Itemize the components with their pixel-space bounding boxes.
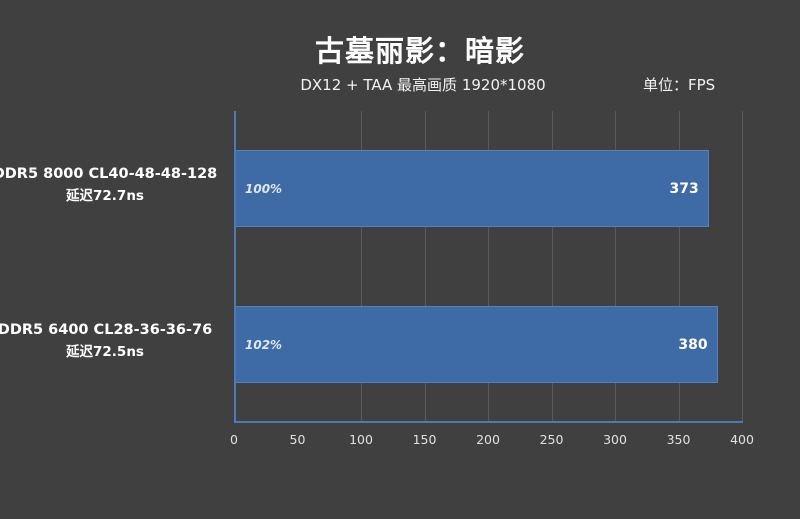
x-tick-label: 100 — [349, 432, 373, 447]
category-latency: 延迟72.7ns — [66, 188, 144, 204]
category-latency: 延迟72.5ns — [66, 344, 144, 360]
bar-ddr5-8000: 100% 373 — [235, 150, 709, 227]
bar-value-label: 380 — [678, 336, 708, 353]
x-tick-label: 350 — [666, 432, 691, 447]
bar-value-label: 373 — [669, 180, 699, 197]
gridline — [424, 111, 426, 422]
category-label-0: DDR5 8000 CL40-48-48-128 延迟72.7ns — [0, 163, 220, 207]
x-tick-label: 150 — [412, 432, 437, 447]
x-tick-label: 300 — [603, 432, 627, 447]
gridline — [742, 111, 743, 422]
chart-subtitle: DX12 + TAA 最高画质 1920*1080 — [300, 76, 546, 94]
unit-label: 单位：FPS — [643, 76, 716, 94]
x-tick-label: 250 — [539, 432, 564, 447]
category-name: DDR5 6400 CL28-36-36-76 — [0, 322, 213, 338]
bar-percent-label: 102% — [245, 337, 283, 352]
gridline — [551, 111, 553, 422]
gridline — [615, 111, 616, 422]
x-axis-line — [234, 421, 743, 423]
chart-title: 古墓丽影：暗影 — [314, 34, 525, 68]
bar-percent-label: 100% — [245, 181, 283, 196]
gridline — [678, 111, 680, 422]
category-label-1: DDR5 6400 CL28-36-36-76 延迟72.5ns — [0, 319, 220, 363]
x-tick-label: 400 — [730, 432, 754, 447]
x-tick-label: 200 — [476, 432, 500, 447]
bar-ddr5-6400: 102% 380 — [235, 306, 718, 383]
plot-area: 100% 373 102% 380 — [234, 111, 743, 423]
x-tick-label: 0 — [230, 432, 238, 447]
gridline — [488, 111, 489, 422]
x-tick-label: 50 — [289, 432, 306, 447]
gridline — [361, 111, 362, 422]
y-axis-line — [234, 111, 236, 423]
category-name: DDR5 8000 CL40-48-48-128 — [0, 166, 218, 182]
